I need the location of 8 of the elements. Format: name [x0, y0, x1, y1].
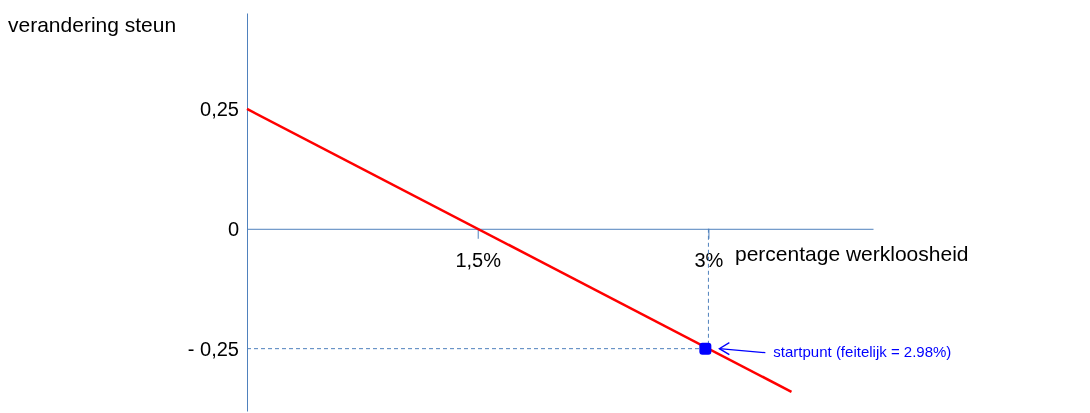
x-tick-label: 3% — [694, 248, 724, 271]
y-tick-label: - 0,25 — [187, 337, 239, 360]
annotation: startpunt (feitelijk = 2.98%) — [773, 342, 952, 360]
x-tick-label: 1,5% — [455, 248, 502, 271]
y-tick-label: 0 — [227, 217, 239, 240]
y-tick-label: 0,25 — [200, 97, 239, 120]
x-axis-title: percentage werkloosheid — [735, 241, 969, 265]
y-axis-title: verandering steun — [8, 13, 177, 36]
